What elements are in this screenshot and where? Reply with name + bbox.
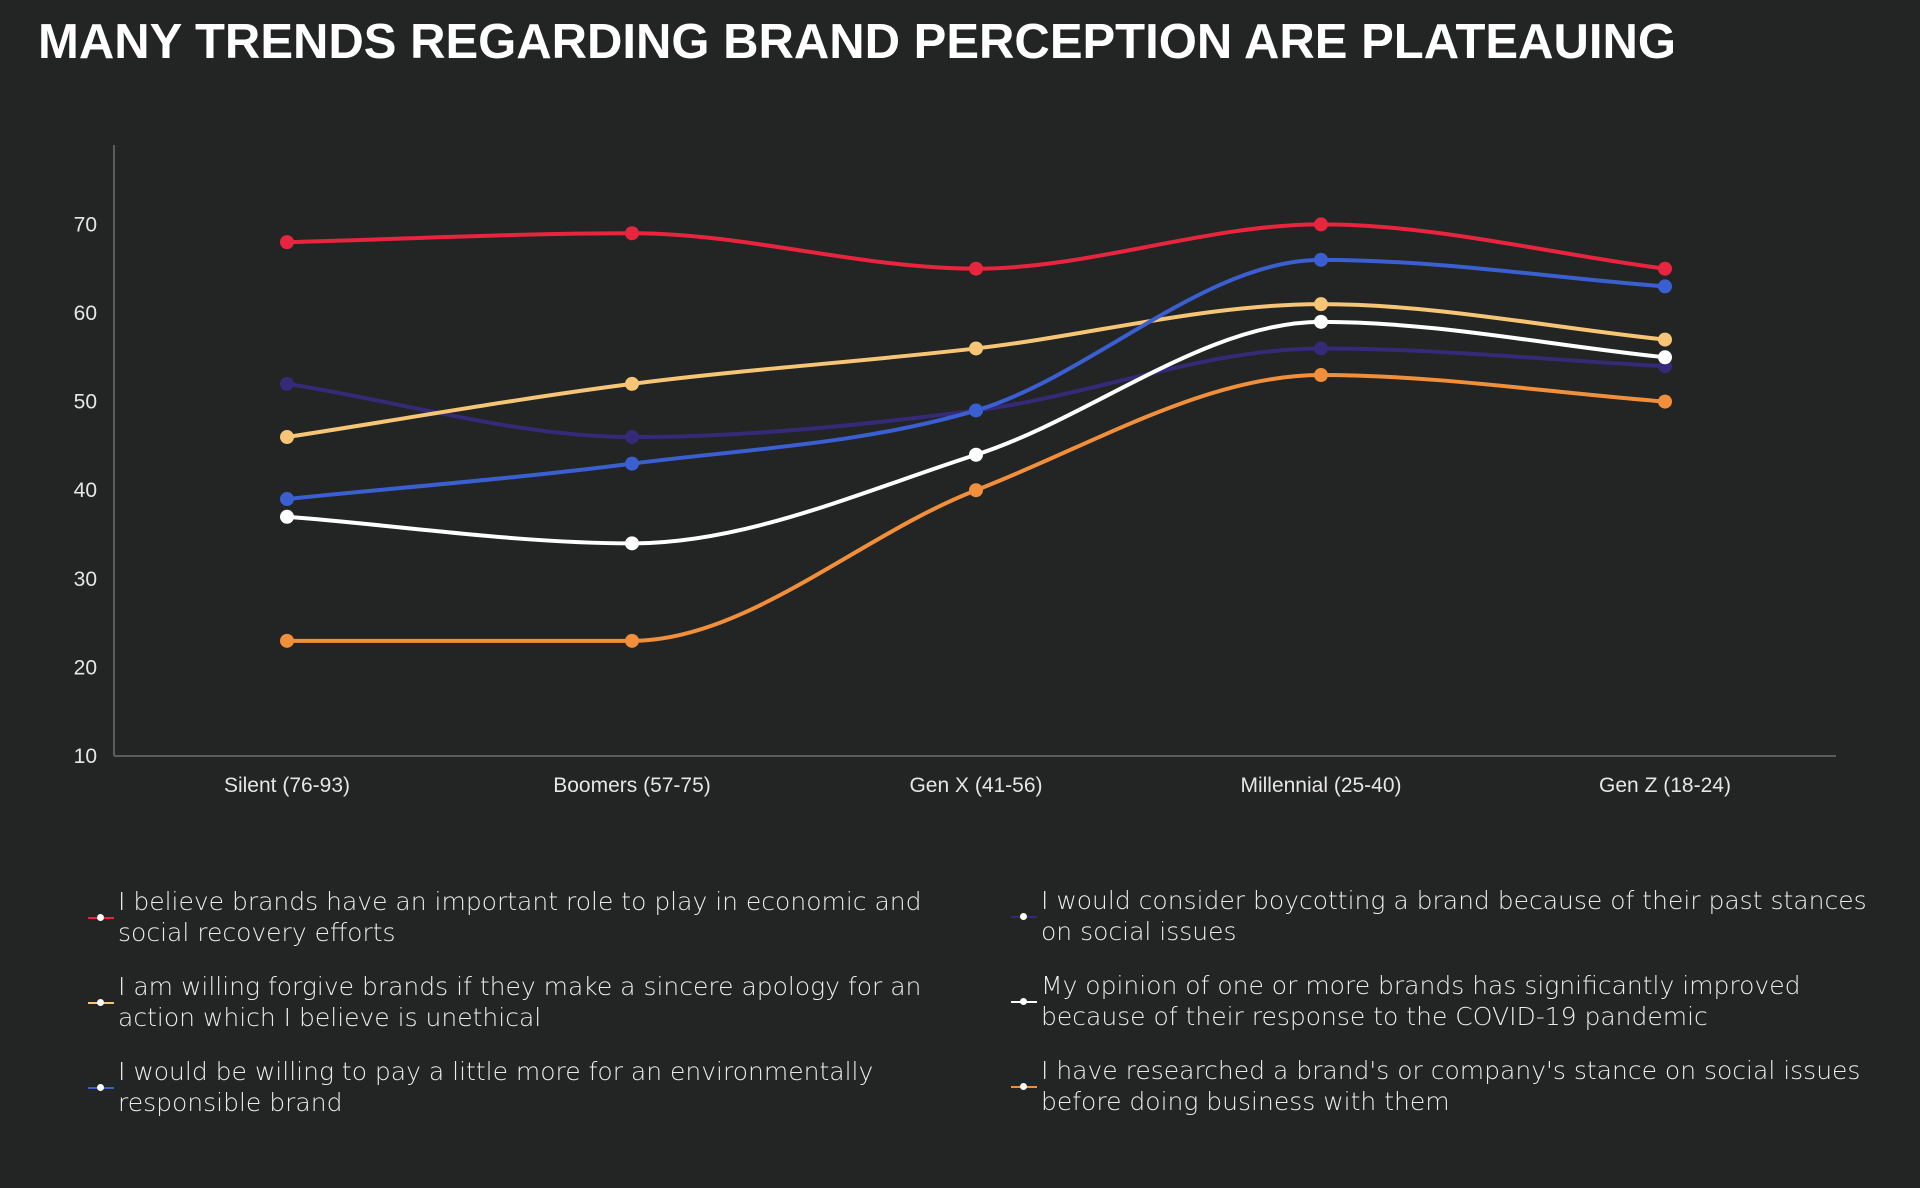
y-tick-label: 40 (74, 479, 97, 502)
legend-label: I would consider boycotting a brand beca… (1041, 885, 1867, 947)
data-point (1314, 297, 1328, 312)
legend-item: My opinion of one or more brands has sig… (1011, 970, 1800, 1032)
legend-label-line: responsible brand (118, 1088, 343, 1117)
data-point (280, 376, 294, 391)
data-point (625, 536, 639, 551)
series-lines (285, 222, 1667, 643)
legend-swatch (1011, 913, 1037, 920)
data-point (969, 447, 983, 462)
page-title: MANY TRENDS REGARDING BRAND PERCEPTION A… (38, 15, 1676, 69)
legend-swatch (88, 1084, 114, 1091)
data-point (625, 376, 639, 391)
legend-swatch (1011, 1083, 1037, 1090)
legend-label: I would be willing to pay a little more … (118, 1056, 873, 1118)
data-point (1314, 252, 1328, 267)
legend-label-line: action which I believe is unethical (118, 1003, 542, 1032)
legend-swatch-dot (1020, 1083, 1027, 1090)
series-line (285, 257, 1667, 502)
legend-label-line: on social issues (1041, 917, 1237, 946)
x-tick-label: Gen Z (18-24) (1599, 774, 1731, 797)
data-point (969, 341, 983, 356)
legend-swatch (1011, 998, 1037, 1005)
data-point (280, 633, 294, 648)
y-tick-label: 10 (74, 745, 97, 768)
legend-label-line: because of their response to the COVID-1… (1041, 1002, 1708, 1031)
legend-label-line: I would consider boycotting a brand beca… (1041, 886, 1867, 915)
legend-label: I am willing forgive brands if they make… (118, 971, 921, 1033)
x-tick-label: Silent (76-93) (224, 774, 350, 797)
data-point (625, 633, 639, 648)
data-point (280, 509, 294, 524)
legend-swatch (88, 914, 114, 921)
legend-swatch-dot (97, 914, 104, 921)
legend-item: I believe brands have an important role … (88, 886, 922, 948)
y-tick-label: 50 (74, 391, 97, 414)
y-tick-label: 70 (74, 213, 97, 236)
legend-swatch-dot (1020, 913, 1027, 920)
y-tick-label: 20 (74, 656, 97, 679)
data-point (1314, 368, 1328, 383)
data-point (280, 430, 294, 445)
legend-swatch-dot (97, 1084, 104, 1091)
data-point (1658, 394, 1672, 409)
legend-label-line: I have researched a brand's or company's… (1041, 1056, 1861, 1085)
chart-legend: I believe brands have an important role … (88, 886, 1888, 1146)
data-point (969, 483, 983, 498)
legend-label-line: I would be willing to pay a little more … (118, 1057, 874, 1086)
x-tick-label: Boomers (57-75) (553, 774, 711, 797)
legend-label-line: I am willing forgive brands if they make… (118, 972, 922, 1001)
legend-swatch-dot (97, 999, 104, 1006)
x-tick-label: Millennial (25-40) (1240, 774, 1401, 797)
y-tick-label: 30 (74, 568, 97, 591)
line-chart: 10 20 30 40 50 60 70 Silent (76-93) Boomers (57… (74, 145, 1836, 797)
y-tick-labels: 10 20 30 40 50 60 70 (74, 213, 97, 768)
series-points (280, 217, 1672, 648)
legend-label: I believe brands have an important role … (118, 886, 922, 948)
data-point (969, 261, 983, 276)
legend-item: I have researched a brand's or company's… (1011, 1055, 1860, 1117)
data-point (280, 235, 294, 250)
legend-label-line: before doing business with them (1041, 1087, 1450, 1116)
legend-label-line: social recovery efforts (118, 918, 396, 947)
data-point (1658, 279, 1672, 294)
data-point (1658, 332, 1672, 347)
legend-item: I would consider boycotting a brand beca… (1011, 885, 1867, 947)
x-tick-label: Gen X (41-56) (909, 774, 1042, 797)
legend-label-line: I believe brands have an important role … (118, 887, 922, 916)
legend-item: I would be willing to pay a little more … (88, 1056, 873, 1118)
data-point (625, 226, 639, 241)
data-point (625, 456, 639, 471)
legend-label-line: My opinion of one or more brands has sig… (1041, 971, 1801, 1000)
legend-label: I have researched a brand's or company's… (1041, 1055, 1860, 1117)
legend-swatch-dot (1020, 998, 1027, 1005)
chart-axes (113, 145, 1836, 757)
data-point (280, 492, 294, 507)
data-point (625, 430, 639, 445)
data-point (1314, 341, 1328, 356)
legend-swatch (88, 999, 114, 1006)
legend-label: My opinion of one or more brands has sig… (1041, 970, 1800, 1032)
series-line (285, 346, 1667, 440)
data-point (1658, 350, 1672, 365)
data-point (1314, 217, 1328, 232)
x-tick-labels: Silent (76-93) Boomers (57-75) Gen X (41-5… (224, 774, 1731, 797)
y-tick-label: 60 (74, 302, 97, 325)
data-point (969, 403, 983, 418)
data-point (1658, 261, 1672, 276)
data-point (1314, 314, 1328, 329)
legend-item: I am willing forgive brands if they make… (88, 971, 921, 1033)
